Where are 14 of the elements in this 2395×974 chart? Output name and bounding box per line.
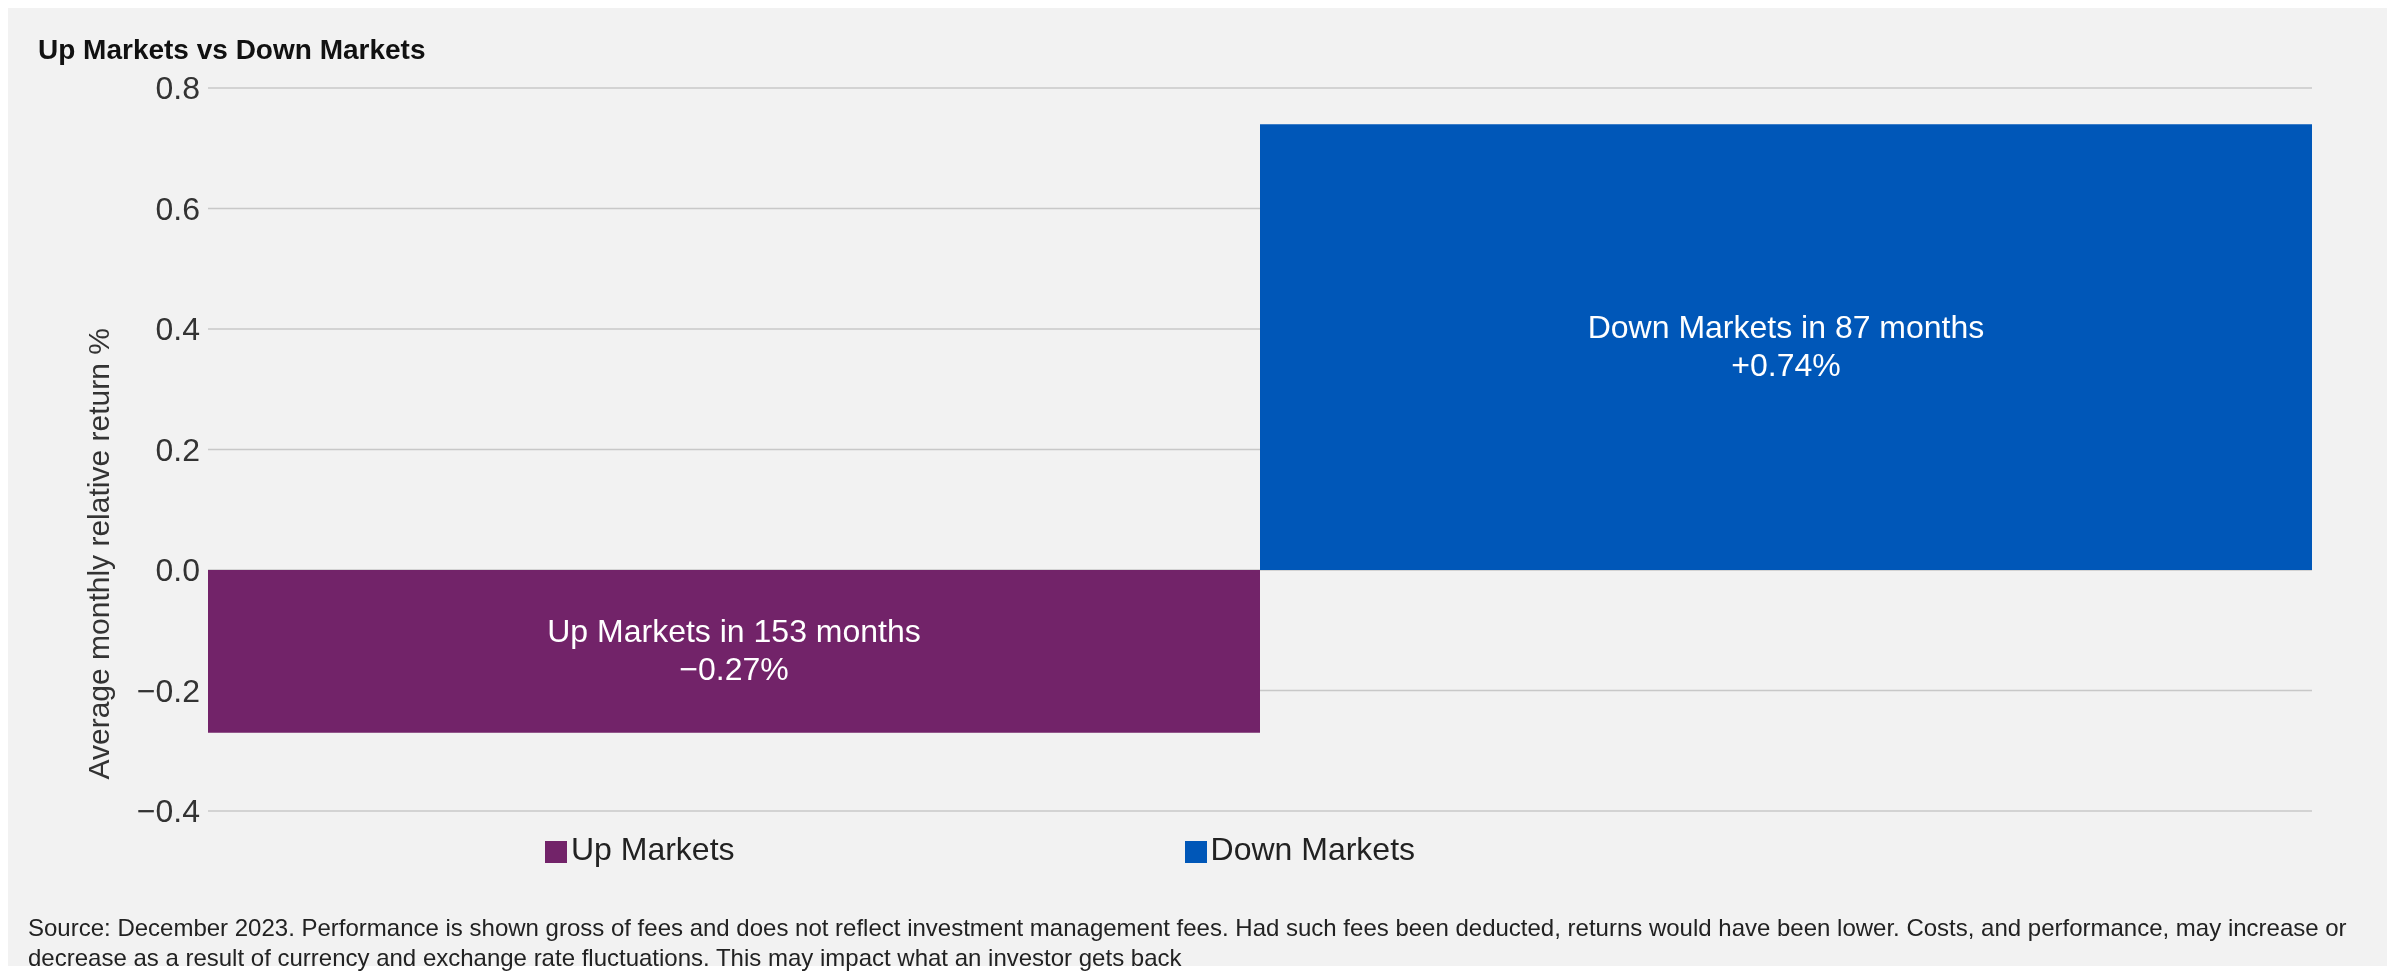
y-tick-label: 0.8: [155, 70, 200, 107]
chart-title: Up Markets vs Down Markets: [38, 34, 426, 66]
y-axis-title: Average monthly relative return %: [81, 328, 115, 780]
y-tick-label: −0.4: [136, 793, 200, 830]
y-tick-label: 0.4: [155, 311, 200, 348]
y-tick-label: 0.2: [155, 431, 200, 468]
data-label: Up Markets in 153 months −0.27%: [547, 613, 921, 688]
legend-label: Up Markets: [570, 831, 735, 867]
legend-label: Down Markets: [1210, 831, 1416, 867]
data-label: Down Markets in 87 months +0.74%: [1587, 309, 1985, 384]
y-tick-label: −0.2: [136, 672, 200, 709]
y-tick-label: 0.6: [155, 190, 200, 227]
y-tick-label: 0.0: [155, 552, 200, 589]
source-note: Source: December 2023. Performance is shown gross of fees and does not reflect investment management fees. Had such fees been deducted, returns would have been lower. Costs, and performance, may increase or decrease as a result of currency and exchange rate fluctuations. This may impact what an investor gets back: [28, 913, 2348, 973]
